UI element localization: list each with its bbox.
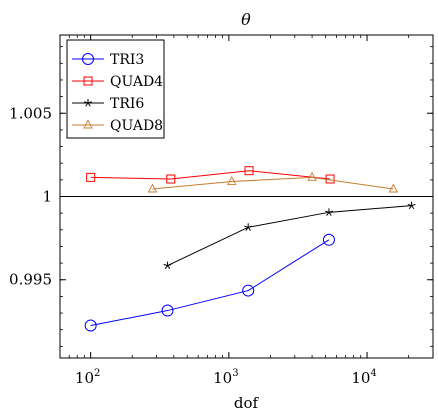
legend-marker-tri6: [84, 99, 92, 107]
data-point-quad8: [307, 171, 317, 181]
series-line-quad8: [152, 176, 394, 190]
data-point-tri6: [244, 223, 253, 231]
data-point-quad8: [388, 183, 399, 193]
legend-label-tri6: TRI6: [110, 96, 144, 112]
legend-entry-quad8: QUAD8: [72, 118, 163, 134]
legend-marker-tri3: [82, 53, 94, 65]
x-tick-label: 103: [213, 368, 238, 387]
series-line-tri3: [90, 239, 330, 327]
series-layer: [84, 166, 416, 332]
data-point-quad4: [244, 166, 254, 176]
data-point-quad4: [86, 172, 96, 182]
legend-entry-quad4: QUAD4: [72, 74, 163, 90]
series-quad4: [86, 166, 335, 184]
series-tri6: [163, 201, 416, 270]
data-point-tri6: [163, 261, 172, 270]
legend-label-quad8: QUAD8: [110, 118, 163, 134]
legend-label-quad4: QUAD4: [110, 74, 163, 90]
data-point-tri6: [407, 201, 416, 210]
series-line-tri6: [167, 205, 412, 267]
y-tick-label: 1.005: [9, 104, 52, 122]
data-point-tri3: [242, 284, 255, 297]
data-point-tri6: [324, 208, 333, 216]
x-axis-label: dof: [234, 394, 260, 412]
legend-marker-quad4: [83, 76, 93, 86]
legend-label-tri3: TRI3: [110, 52, 144, 68]
chart-title: θ: [241, 10, 251, 29]
x-tick-label: 102: [75, 368, 100, 387]
legend-marker-quad8: [83, 119, 93, 129]
data-point-quad8: [227, 176, 237, 185]
series-line-quad4: [90, 170, 331, 180]
series-quad8: [147, 171, 399, 193]
data-point-tri3: [84, 319, 97, 332]
legend-entry-tri3: TRI3: [72, 52, 144, 68]
legend: TRI3 QUAD4 TRI6 QUAD8: [66, 39, 165, 139]
axis-ticks: 102 103 104 0.995 1 1.005: [9, 35, 434, 387]
data-point-tri3: [322, 233, 335, 246]
x-tick-label: 104: [351, 368, 376, 387]
data-point-quad8: [147, 183, 158, 193]
y-tick-label: 0.995: [9, 271, 52, 289]
data-point-tri3: [161, 304, 174, 317]
legend-entry-tri6: TRI6: [72, 96, 144, 112]
series-tri3: [84, 233, 335, 332]
y-tick-label: 1: [42, 188, 52, 206]
data-point-quad4: [166, 174, 176, 184]
